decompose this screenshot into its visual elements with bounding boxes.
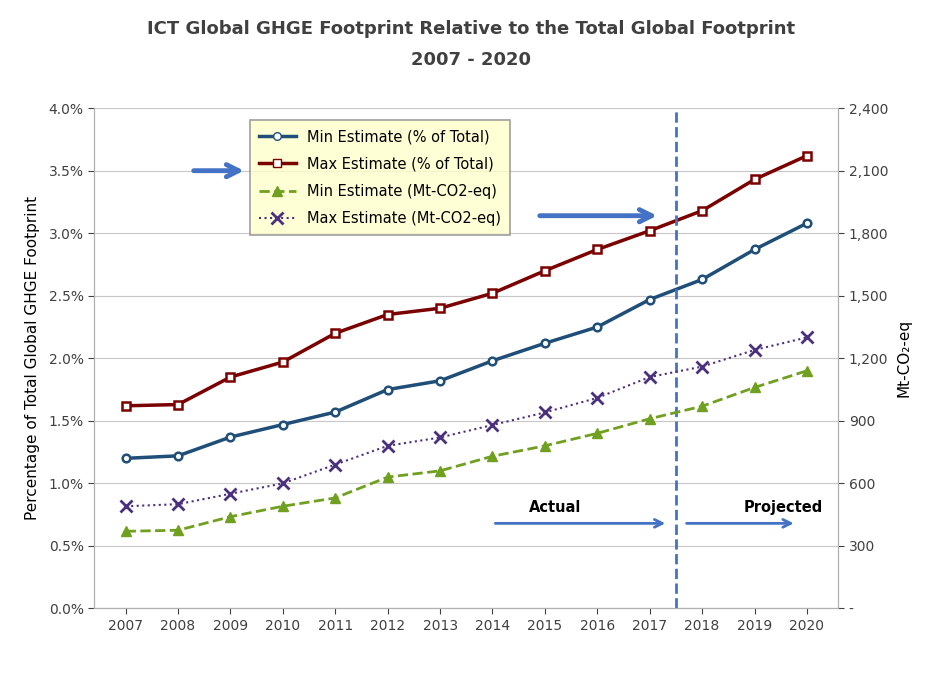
Y-axis label: Percentage of Total Global GHGE Footprint: Percentage of Total Global GHGE Footprin…	[25, 196, 41, 521]
Text: ICT Global GHGE Footprint Relative to the Total Global Footprint: ICT Global GHGE Footprint Relative to th…	[147, 20, 795, 39]
Y-axis label: Mt-CO₂-eq: Mt-CO₂-eq	[897, 319, 912, 397]
Text: Projected: Projected	[744, 500, 823, 514]
Text: Actual: Actual	[529, 500, 581, 514]
Legend: Min Estimate (% of Total), Max Estimate (% of Total), Min Estimate (Mt-CO2-eq), : Min Estimate (% of Total), Max Estimate …	[251, 120, 510, 235]
Text: 2007 - 2020: 2007 - 2020	[411, 51, 531, 69]
